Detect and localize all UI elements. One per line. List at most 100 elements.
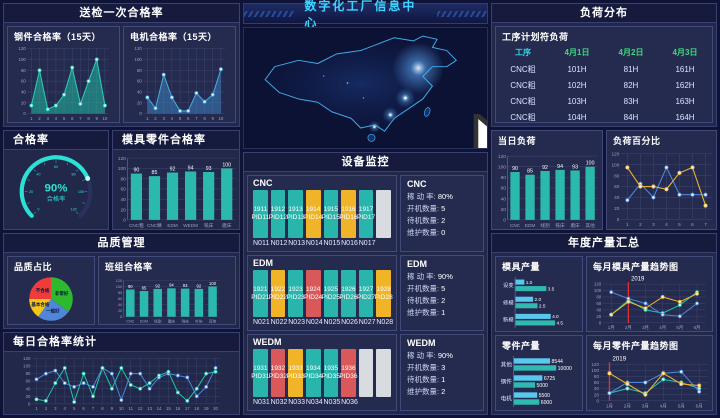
svg-text:其他: 其他 bbox=[585, 222, 595, 229]
motor-pass-rate-title: 电机合格率（15天） bbox=[130, 32, 218, 42]
load-table-row: CNC粗 102H 82H 162H bbox=[496, 77, 712, 93]
machine-block: 1913 PID13 bbox=[287, 190, 305, 238]
svg-text:20: 20 bbox=[596, 314, 601, 319]
svg-text:20: 20 bbox=[137, 100, 142, 105]
machine-group-label: CNC bbox=[253, 178, 273, 188]
mold-trend-chart: 0 20 40 60 80 100 120 1月 2月 3月 4月 5月 6月 2019 bbox=[587, 274, 712, 331]
svg-text:60: 60 bbox=[614, 184, 620, 190]
annual-output-header: 年度产量汇总 bbox=[492, 234, 716, 253]
machine-number: N026 bbox=[341, 319, 358, 327]
machine-slot: 1912 PID12 N012 bbox=[269, 190, 287, 249]
machine-number: N021 bbox=[253, 319, 270, 327]
svg-text:钢件: 钢件 bbox=[501, 377, 513, 385]
svg-text:5500: 5500 bbox=[539, 393, 551, 399]
svg-text:10: 10 bbox=[218, 116, 223, 121]
svg-text:5: 5 bbox=[179, 116, 182, 121]
svg-text:铣床: 铣床 bbox=[204, 222, 214, 229]
panel-quality-management: 品质管理 品质占比 非常好 一般好 基本合格 不合格 班组合格率 0 20 40 60 80 1… bbox=[3, 233, 240, 329]
svg-text:5000: 5000 bbox=[537, 383, 549, 389]
svg-text:100: 100 bbox=[23, 364, 31, 369]
svg-text:100: 100 bbox=[611, 162, 619, 168]
page-title: 数字化工厂信息中心 bbox=[304, 0, 417, 30]
machine-block: 1917 PID17 bbox=[357, 190, 375, 238]
load-table-cell: 162H bbox=[675, 80, 695, 90]
svg-text:60: 60 bbox=[54, 165, 58, 169]
svg-text:80: 80 bbox=[501, 175, 507, 181]
machine-number: N035 bbox=[323, 399, 341, 407]
machine-number: N022 bbox=[270, 319, 288, 327]
stat-line: 开机数量: 3 bbox=[407, 363, 446, 373]
svg-text:80: 80 bbox=[118, 290, 122, 295]
load-distribution-header: 负荷分布 bbox=[492, 4, 716, 23]
svg-text:0: 0 bbox=[28, 401, 31, 406]
svg-text:92: 92 bbox=[542, 165, 548, 171]
load-table-cell: 84H bbox=[623, 112, 639, 122]
machine-block: 1925 PID25 bbox=[322, 269, 340, 318]
machine-group-panel: WEDM 1931 PID31 N031 1932 PID32 N032 1933 PID33 N… bbox=[247, 334, 397, 412]
machine-number: N033 bbox=[288, 399, 305, 407]
quality-management-header: 品质管理 bbox=[4, 234, 239, 253]
svg-text:非常好: 非常好 bbox=[55, 290, 69, 297]
svg-text:80: 80 bbox=[26, 371, 31, 376]
svg-text:10: 10 bbox=[102, 116, 107, 121]
equipment-monitor-header: 设备监控 bbox=[244, 153, 487, 172]
svg-text:20: 20 bbox=[29, 190, 33, 194]
svg-text:11: 11 bbox=[128, 406, 133, 411]
machine-block bbox=[376, 190, 391, 238]
svg-text:3月: 3月 bbox=[642, 325, 649, 331]
process-load-table-body: CNC粗 101H 81H 161H CNC粗 102H 82H 162H CNC粗 103H 83… bbox=[496, 61, 712, 126]
svg-text:94: 94 bbox=[557, 164, 563, 170]
svg-text:120: 120 bbox=[591, 362, 599, 367]
svg-text:20: 20 bbox=[120, 207, 126, 213]
stat-line: 开机数量: 5 bbox=[407, 283, 446, 293]
svg-text:92: 92 bbox=[155, 283, 160, 288]
machine-block: 1923 PID23 bbox=[287, 269, 305, 318]
svg-text:6月: 6月 bbox=[696, 403, 703, 409]
svg-text:9: 9 bbox=[111, 406, 114, 411]
machine-slot bbox=[376, 349, 391, 408]
svg-text:2019: 2019 bbox=[631, 276, 645, 282]
svg-text:7: 7 bbox=[92, 406, 95, 411]
machine-slot: 1927 PID27 N027 bbox=[357, 269, 375, 329]
svg-text:60: 60 bbox=[21, 79, 26, 84]
svg-text:40: 40 bbox=[594, 386, 600, 391]
svg-text:1月: 1月 bbox=[608, 325, 615, 331]
machine-slot: 1917 PID17 N017 bbox=[357, 190, 375, 249]
machine-slot bbox=[376, 190, 391, 249]
motor-pass-rate-card: 电机合格率（15天） 0 20 40 60 80 100 120 1 2 3 4 5 6 7 8 9 10 bbox=[123, 26, 236, 123]
machine-group-panel: CNC 1911 PID11 N011 1912 PID12 N012 1913 PID13 N0… bbox=[247, 175, 397, 252]
svg-text:一般好: 一般好 bbox=[46, 307, 60, 314]
svg-text:0: 0 bbox=[596, 398, 599, 403]
machine-number: N024 bbox=[305, 319, 323, 327]
process-load-card: 工序计划符负荷 工序 4月1日 4月2日 4月3日 CNC粗 101H 81H 161H CN… bbox=[495, 26, 713, 123]
stat-line: 稼 动 率: 90% bbox=[407, 351, 453, 361]
quality-pie-chart: 非常好 一般好 基本合格 不合格 bbox=[8, 274, 94, 324]
svg-text:1: 1 bbox=[146, 116, 149, 121]
svg-text:94: 94 bbox=[169, 283, 174, 288]
svg-text:90%: 90% bbox=[45, 183, 68, 195]
machine-block: 1934 PID34 bbox=[304, 349, 322, 398]
quality-body: 品质占比 非常好 一般好 基本合格 不合格 班组合格率 0 20 40 60 80 100 120… bbox=[4, 253, 239, 328]
part-output-card: 零件产量 其他 8544 10000 钢件 6725 5000 电机 5500 6000 bbox=[495, 335, 583, 411]
svg-text:6月: 6月 bbox=[694, 325, 701, 331]
load-table-cell: 165H bbox=[658, 125, 712, 126]
machine-slot: 1916 PID16 N016 bbox=[339, 190, 358, 249]
svg-text:CNC: CNC bbox=[510, 223, 521, 228]
svg-text:60: 60 bbox=[137, 79, 142, 84]
load-percent-card: 负荷百分比 0 20 40 60 80 100 120 1 2 3 4 5 6 7 bbox=[606, 130, 717, 230]
svg-text:7: 7 bbox=[79, 116, 82, 121]
svg-text:120: 120 bbox=[18, 46, 26, 51]
machine-slot: 1913 PID13 N013 bbox=[287, 190, 305, 249]
machine-number: N034 bbox=[305, 399, 323, 407]
svg-text:2019: 2019 bbox=[612, 355, 626, 362]
svg-text:120: 120 bbox=[116, 278, 122, 283]
panel-first-pass-rate: 送检一次合格率 钢件合格率（15天） 0 20 40 60 80 100 120 1 2 3 4 5 6… bbox=[3, 3, 240, 127]
machine-number: N011 bbox=[253, 239, 270, 247]
svg-text:80: 80 bbox=[137, 68, 142, 73]
svg-text:120: 120 bbox=[118, 156, 126, 162]
machine-slot: 1935 PID35 N035 bbox=[322, 349, 341, 408]
svg-text:CNC粗: CNC粗 bbox=[129, 222, 144, 229]
svg-text:铣床: 铣床 bbox=[181, 318, 189, 323]
svg-text:100: 100 bbox=[498, 164, 506, 170]
